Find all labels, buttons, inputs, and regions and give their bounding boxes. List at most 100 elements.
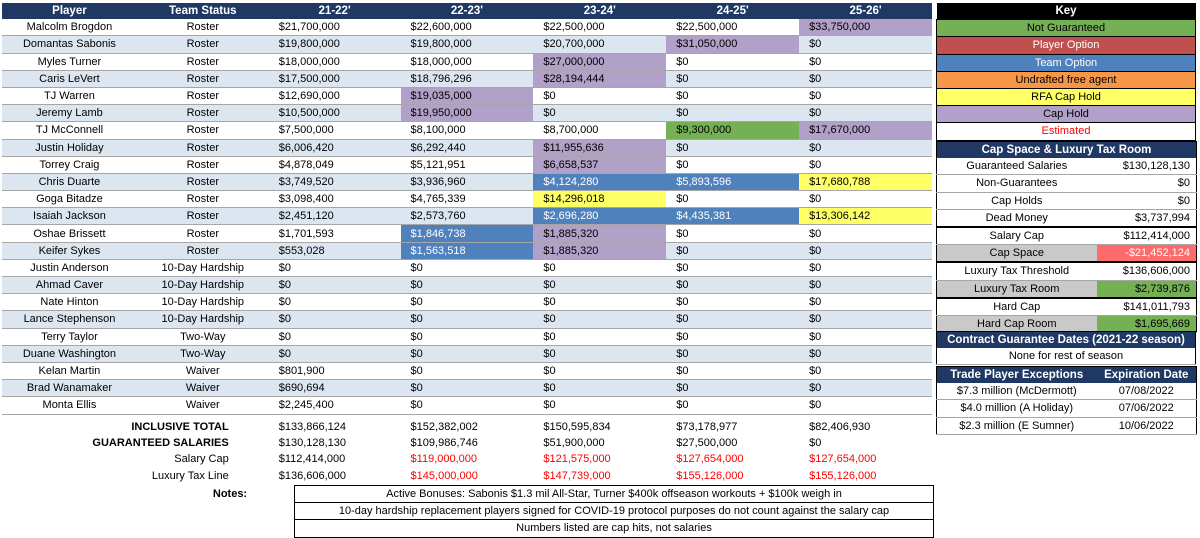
salary-cell: $0 xyxy=(799,35,932,54)
luxury-tax-room-value: $2,739,876 xyxy=(1096,280,1197,299)
cap-label: Salary Cap xyxy=(936,225,1097,246)
salary-cell: $0 xyxy=(533,379,667,398)
cap-label: Hard Cap Room xyxy=(936,315,1097,334)
salary-cell: $0 xyxy=(799,328,932,346)
team-status: 10-Day Hardship xyxy=(136,293,269,312)
table-row: TJ McConnell Roster $7,500,000 $8,100,000 $8… xyxy=(2,121,932,140)
player-name: Isaiah Jackson xyxy=(2,207,137,226)
key-team-option: Team Option xyxy=(936,53,1196,72)
salary-cell: $0 xyxy=(666,379,800,398)
salary-cell: $0 xyxy=(666,53,800,71)
tpe-label: $7.3 million (McDermott) xyxy=(936,383,1097,401)
salary-cell: $0 xyxy=(533,276,667,295)
player-name: Terry Taylor xyxy=(2,328,137,346)
salary-cell: $17,500,000 xyxy=(268,70,401,88)
salary-cell: $20,700,000 xyxy=(533,35,667,54)
col-header-21-22[interactable]: 21-22' xyxy=(268,3,401,20)
salary-cell: $27,000,000 xyxy=(533,53,667,71)
player-name: Kelan Martin xyxy=(2,361,137,381)
key-cap-hold: Cap Hold xyxy=(936,105,1196,124)
cap-value: $141,011,793 xyxy=(1096,296,1197,316)
salary-cell: $0 xyxy=(799,361,932,381)
tpe-label: $2.3 million (E Sumner) xyxy=(936,417,1097,435)
salary-cell: $19,800,000 xyxy=(268,35,401,54)
table-row: Justin Holiday Roster $6,006,420 $6,292,440… xyxy=(2,139,932,157)
col-header-team-status[interactable]: Team Status xyxy=(136,3,269,20)
player-name: Nate Hinton xyxy=(2,293,137,312)
player-name: Torrey Craig xyxy=(2,156,137,174)
key-not-guaranteed: Not Guaranteed xyxy=(936,19,1196,38)
salary-cell: $5,121,951 xyxy=(400,156,534,174)
salary-cell: $0 xyxy=(666,276,800,295)
salary-cell: $0 xyxy=(400,310,534,329)
salary-cell: $18,796,296 xyxy=(400,70,534,88)
summary-label: Luxury Tax Line xyxy=(151,469,229,482)
salary-cell: $0 xyxy=(666,345,800,363)
table-row: Caris LeVert Roster $17,500,000 $18,796,296… xyxy=(2,70,932,88)
player-name: Chris Duarte xyxy=(2,173,137,192)
salary-cell: $8,700,000 xyxy=(533,121,667,140)
table-row: Duane Washington Two-Way $0 $0 $0 $0 $0 xyxy=(2,345,932,363)
player-name: Justin Holiday xyxy=(2,139,137,157)
salary-cell: $0 xyxy=(799,293,932,312)
salary-cell: $0 xyxy=(533,345,667,363)
salary-cell: $18,000,000 xyxy=(400,53,534,71)
hard-cap-room-value: $1,695,669 xyxy=(1096,315,1197,334)
tpe-label: $4.0 million (A Holiday) xyxy=(936,399,1097,418)
salary-cell: $12,690,000 xyxy=(268,87,401,106)
salary-cell: $0 xyxy=(533,293,667,312)
salary-cell: $0 xyxy=(799,104,932,123)
col-header-22-23[interactable]: 22-23' xyxy=(400,3,534,20)
team-status: Roster xyxy=(136,104,269,123)
salary-cell: $0 xyxy=(666,310,800,329)
key-rfa-cap-hold: RFA Cap Hold xyxy=(936,87,1196,107)
salary-cell: $0 xyxy=(666,258,800,278)
player-name: Lance Stephenson xyxy=(2,310,137,329)
salary-cell: $17,670,000 xyxy=(799,121,932,140)
key-title: Key xyxy=(936,3,1196,20)
notes-label: Notes: xyxy=(212,488,248,500)
salary-cell: $2,451,120 xyxy=(268,207,401,226)
salary-cell: $0 xyxy=(533,87,667,106)
salary-cell: $0 xyxy=(666,156,800,174)
salary-cell: $1,701,593 xyxy=(268,224,401,243)
salary-cell: $11,955,636 xyxy=(533,139,667,157)
col-header-23-24[interactable]: 23-24' xyxy=(533,3,667,20)
team-status: Roster xyxy=(136,242,269,260)
col-header-24-25[interactable]: 24-25' xyxy=(666,3,800,20)
salary-cell: $6,292,440 xyxy=(400,139,534,157)
color-key: Key Not Guaranteed Player Option Team Op… xyxy=(936,3,1196,141)
cap-value: $136,606,000 xyxy=(1096,261,1197,281)
salary-cell: $801,900 xyxy=(268,361,401,381)
salary-cell: $0 xyxy=(666,396,800,415)
salary-cell: $21,700,000 xyxy=(268,19,401,37)
salary-cell: $6,658,537 xyxy=(533,156,667,174)
salary-cell: $0 xyxy=(400,345,534,363)
col-header-25-26[interactable]: 25-26' xyxy=(799,3,932,20)
summary-value: $51,900,000 xyxy=(543,437,605,450)
salary-cell: $0 xyxy=(400,328,534,346)
salary-cell: $4,124,280 xyxy=(533,173,667,192)
player-name: Monta Ellis xyxy=(2,396,137,415)
team-status: Waiver xyxy=(136,361,269,381)
col-header-player[interactable]: Player xyxy=(2,3,137,20)
summary-value: $127,654,000 xyxy=(809,453,877,466)
key-estimated: Estimated xyxy=(936,122,1196,141)
team-status: Roster xyxy=(136,53,269,71)
salary-cell: $18,000,000 xyxy=(268,53,401,71)
table-row: Kelan Martin Waiver $801,900 $0 $0 $0 $0 xyxy=(2,361,932,381)
salary-cell: $0 xyxy=(799,310,932,329)
salary-cell: $2,696,280 xyxy=(533,207,667,226)
summary-value: $155,126,000 xyxy=(676,469,744,482)
salary-cell: $0 xyxy=(799,345,932,363)
summary-value: $119,000,000 xyxy=(410,453,478,466)
guarantee-dates-table: Contract Guarantee Dates (2021-22 season… xyxy=(936,331,1196,366)
salary-cell: $3,098,400 xyxy=(268,190,401,209)
player-name: TJ McConnell xyxy=(2,121,137,140)
salary-cell: $19,035,000 xyxy=(400,87,534,106)
salary-cell: $0 xyxy=(533,104,667,123)
salary-cell: $553,028 xyxy=(268,242,401,260)
table-row: Justin Anderson 10-Day Hardship $0 $0 $0 $0 $0 xyxy=(2,258,932,278)
cap-label: Luxury Tax Room xyxy=(936,280,1097,299)
player-name: TJ Warren xyxy=(2,87,137,106)
